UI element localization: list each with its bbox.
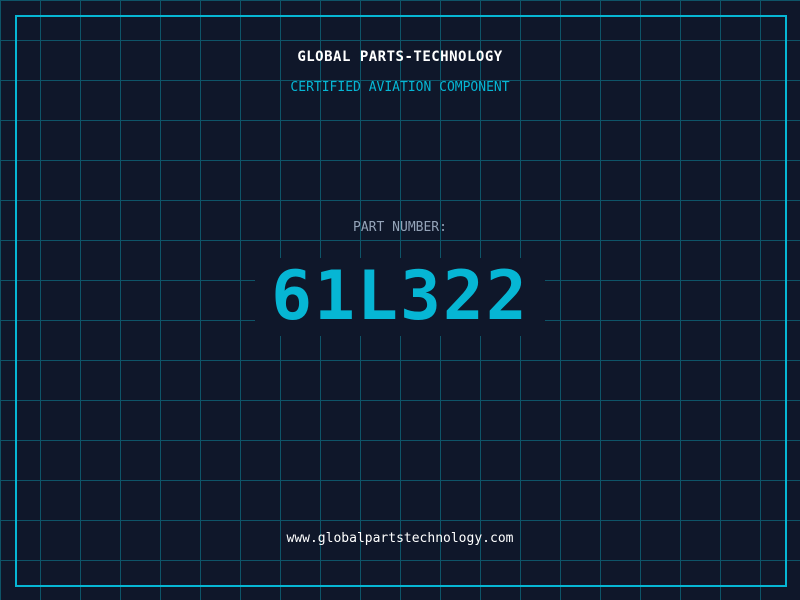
part-number-backdrop [255,258,545,336]
website-url: www.globalpartstechnology.com [286,531,514,546]
border-frame [15,15,787,587]
part-number-value: 61L322 [271,257,529,336]
company-title: GLOBAL PARTS-TECHNOLOGY [297,49,503,65]
part-number-label: PART NUMBER: [353,220,447,235]
certification-subtitle: CERTIFIED AVIATION COMPONENT [290,80,510,95]
